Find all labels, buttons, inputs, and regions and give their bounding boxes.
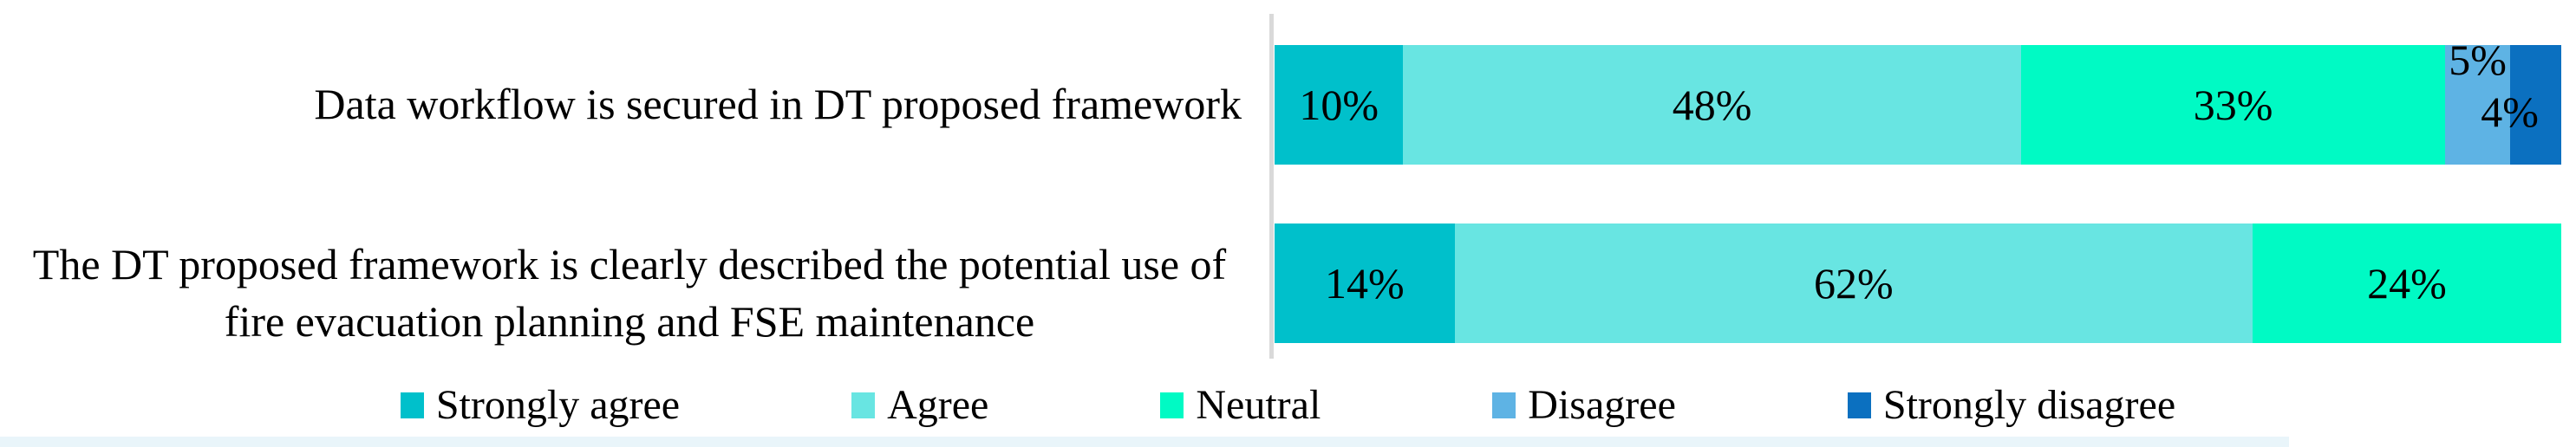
category-label-data-workflow: Data workflow is secured in DT proposed … xyxy=(314,80,1242,128)
legend-item-neutral: Neutral xyxy=(1160,383,1321,428)
bar-segment-strongly_agree: 14% xyxy=(1275,224,1455,343)
bar-segment-label: 48% xyxy=(1672,81,1752,129)
legend-swatch-icon xyxy=(851,392,876,418)
bar-segment-strongly_agree: 10% xyxy=(1275,45,1404,165)
legend-swatch-icon xyxy=(400,392,424,418)
legend-swatch-icon xyxy=(1160,392,1184,418)
bar-segment-label: 10% xyxy=(1299,81,1379,129)
bar-segment-disagree: 5% xyxy=(2445,36,2510,165)
legend-label: Strongly disagree xyxy=(1882,382,2176,428)
bar-segment-label: 14% xyxy=(1325,259,1405,308)
bar-segment-label: 24% xyxy=(2367,259,2447,308)
bar-row: 14% 62% 24% xyxy=(1275,224,2561,343)
bar-segment-label: 33% xyxy=(2193,81,2273,129)
bar-row: 10% 48% 33% 5% 4% xyxy=(1275,36,2561,165)
legend-item-disagree: Disagree xyxy=(1492,383,1676,428)
legend-item-strongly_disagree: Strongly disagree xyxy=(1847,382,2176,428)
bar-segment-label: 62% xyxy=(1813,259,1894,308)
chart-legend: Strongly agree Agree Neutral Disagree Strong… xyxy=(0,383,2576,428)
legend-swatch-icon xyxy=(1492,392,1516,418)
bar-segment-agree: 62% xyxy=(1454,224,2253,343)
bar-segment-label: 4% xyxy=(2481,87,2539,136)
bottom-highlight-strip xyxy=(0,437,2289,447)
legend-item-agree: Agree xyxy=(851,383,988,428)
legend-swatch-icon xyxy=(1847,392,1871,418)
bar-segment-agree: 48% xyxy=(1403,45,2021,165)
bar-segment-strongly_disagree: 4% xyxy=(2481,45,2561,165)
legend-label: Disagree xyxy=(1528,382,1676,428)
legend-item-strongly_agree: Strongly agree xyxy=(400,382,681,428)
bar-segment-neutral: 33% xyxy=(2020,45,2446,165)
bar-segment-neutral: 24% xyxy=(2252,224,2561,343)
y-axis-line xyxy=(1269,14,1274,359)
legend-label: Strongly agree xyxy=(435,382,681,428)
category-label-dt-framework: The DT proposed framework is clearly des… xyxy=(32,240,1227,346)
legend-label: Neutral xyxy=(1196,382,1321,428)
legend-label: Agree xyxy=(887,382,989,428)
bar-segment-label: 5% xyxy=(2449,36,2507,84)
